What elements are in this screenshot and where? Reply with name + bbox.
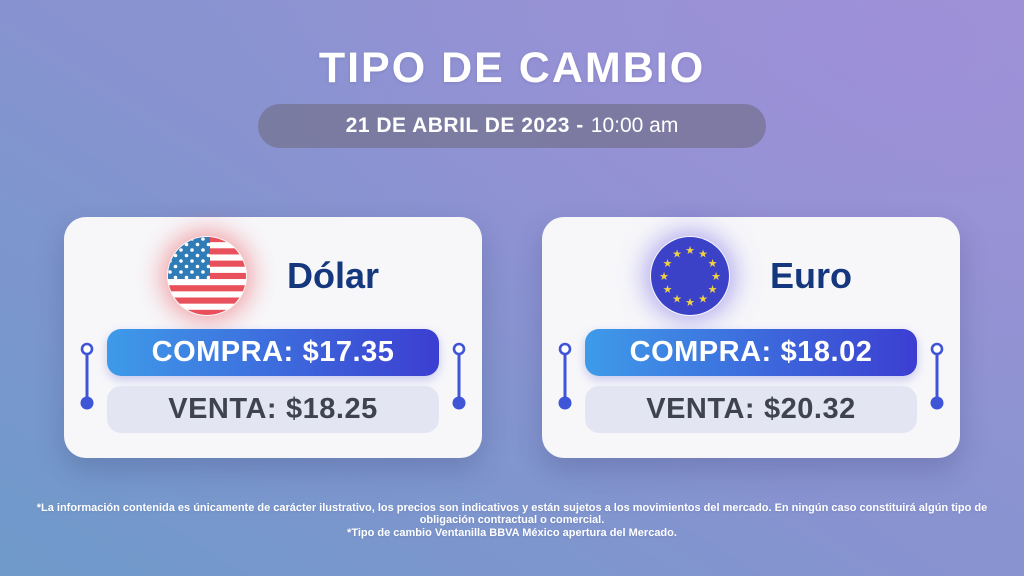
dollar-card-header: Dólar bbox=[64, 231, 482, 321]
sell-value: $20.32 bbox=[764, 393, 856, 425]
svg-text:★: ★ bbox=[698, 293, 708, 306]
page-title: TIPO DE CAMBIO bbox=[318, 44, 706, 92]
us-flag-icon bbox=[167, 236, 247, 316]
euro-card: ★ ★ ★ ★ ★ ★ ★ ★ ★ ★ ★ ★ bbox=[542, 217, 960, 458]
sell-value: $18.25 bbox=[286, 393, 378, 425]
svg-text:★: ★ bbox=[685, 244, 695, 257]
disclaimer: *La información contenida es únicamente … bbox=[20, 502, 1005, 539]
disclaimer-note-2: *Tipo de cambio Ventanilla BBVA México a… bbox=[347, 526, 677, 539]
disclaimer-note-1: *La información contenida es únicamente … bbox=[36, 502, 988, 527]
svg-text:★: ★ bbox=[698, 248, 708, 261]
svg-text:★: ★ bbox=[663, 257, 673, 270]
currency-name: Euro bbox=[769, 255, 852, 296]
svg-text:★: ★ bbox=[685, 296, 695, 309]
svg-text:★: ★ bbox=[672, 248, 682, 261]
sell-label: VENTA: bbox=[168, 393, 278, 425]
buy-rate-pill: COMPRA: $17.35 bbox=[107, 329, 439, 376]
time-text: 10:00 am bbox=[590, 114, 679, 137]
svg-text:★: ★ bbox=[659, 270, 669, 283]
pin-decoration-icon bbox=[930, 342, 944, 410]
pin-decoration-icon bbox=[80, 342, 94, 410]
svg-text:★: ★ bbox=[708, 257, 718, 270]
currency-name: Dólar bbox=[286, 255, 380, 296]
currency-cards: Dólar COMPRA: $17.35 VENTA: $18.25 bbox=[0, 217, 1024, 458]
sell-rate-pill: VENTA: $18.25 bbox=[107, 386, 439, 433]
date-badge: 21 DE ABRIL DE 2023 - 10:00 am bbox=[258, 104, 766, 148]
buy-value: $17.35 bbox=[302, 336, 395, 368]
svg-text:★: ★ bbox=[711, 270, 721, 283]
svg-text:★: ★ bbox=[672, 293, 682, 306]
pin-decoration-icon bbox=[452, 342, 466, 410]
svg-text:★: ★ bbox=[708, 283, 718, 296]
euro-card-header: ★ ★ ★ ★ ★ ★ ★ ★ ★ ★ ★ ★ bbox=[542, 231, 960, 321]
sell-label: VENTA: bbox=[646, 393, 756, 425]
pin-decoration-icon bbox=[558, 342, 572, 410]
buy-label: COMPRA: bbox=[629, 336, 772, 368]
date-text: 21 DE ABRIL DE 2023 - bbox=[345, 114, 584, 137]
dollar-rates: COMPRA: $17.35 VENTA: $18.25 bbox=[64, 329, 482, 433]
buy-value: $18.02 bbox=[780, 336, 873, 368]
euro-rates: COMPRA: $18.02 VENTA: $20.32 bbox=[542, 329, 960, 433]
svg-text:★: ★ bbox=[663, 283, 673, 296]
dollar-card: Dólar COMPRA: $17.35 VENTA: $18.25 bbox=[64, 217, 482, 458]
buy-rate-pill: COMPRA: $18.02 bbox=[585, 329, 917, 376]
eu-flag-icon: ★ ★ ★ ★ ★ ★ ★ ★ ★ ★ ★ ★ bbox=[650, 236, 730, 316]
buy-label: COMPRA: bbox=[151, 336, 294, 368]
sell-rate-pill: VENTA: $20.32 bbox=[585, 386, 917, 433]
